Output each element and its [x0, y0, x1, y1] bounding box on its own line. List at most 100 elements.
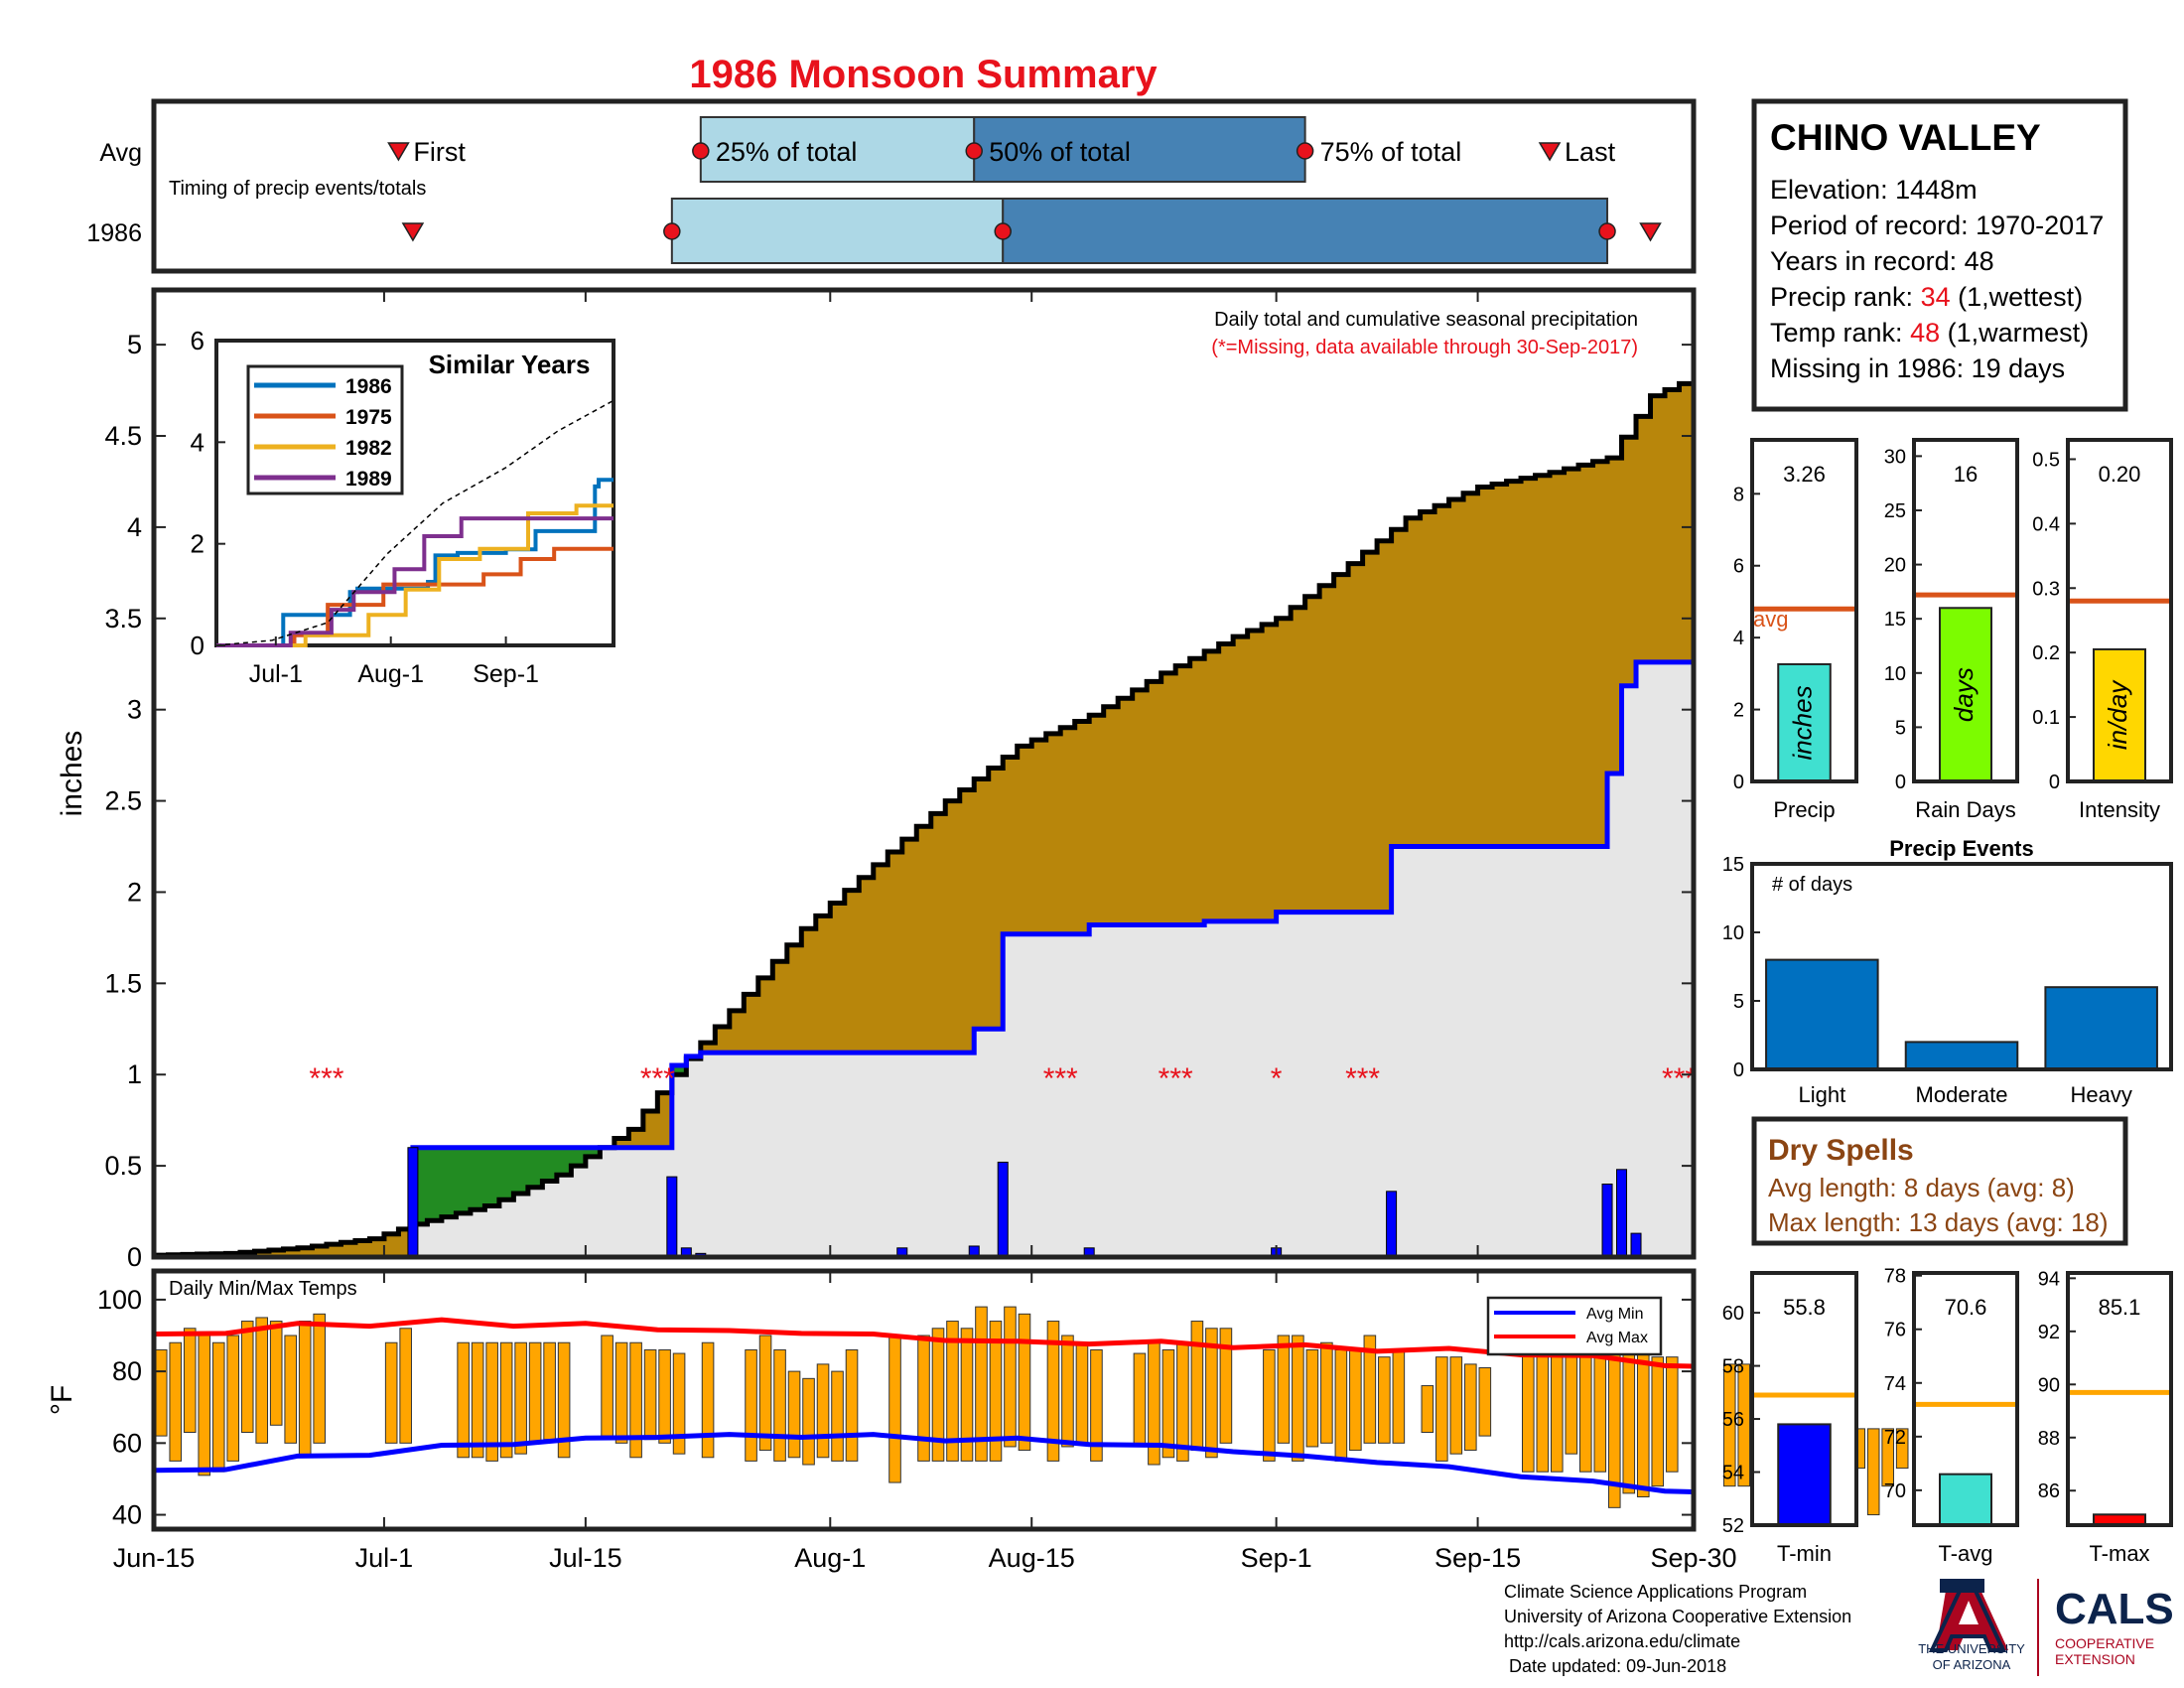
mini-y-tick-label: 88	[2038, 1428, 2060, 1450]
x-tick-label: Sep-30	[1650, 1543, 1736, 1573]
mini-y-tick-label: 76	[1884, 1320, 1906, 1341]
daily-temp-bar	[154, 1348, 168, 1437]
legend-label-avg-min: Avg Min	[1586, 1306, 1644, 1323]
daily-temp-bar	[284, 1335, 298, 1444]
y-axis-label: inches	[56, 731, 88, 817]
event-bar-heavy	[2044, 986, 2158, 1071]
mini-y-tick-label: 56	[1722, 1409, 1744, 1431]
daily-temp-bar	[1392, 1348, 1406, 1444]
mini-xlabel: Precip	[1773, 797, 1835, 822]
daily-temp-bar	[845, 1348, 859, 1462]
daily-temp-bar	[672, 1352, 686, 1455]
legend-label-1986: 1986	[345, 375, 392, 398]
event-bar-moderate	[1904, 1041, 2019, 1071]
y-tick-label: 3	[127, 695, 142, 725]
mini-bar	[1939, 607, 1992, 782]
daily-temp-bar	[1061, 1335, 1074, 1448]
daily-temps-chart: 40 60 80 100 Jun-15 Jul-1 Jul-15 Aug-1 Aug-15 Sep…	[46, 1268, 1967, 1573]
mini-chart-mini-tavg: 70 72 74 76 78 70.6 T-avg	[1884, 1266, 2019, 1566]
footer-line: Date updated: 09-Jun-2018	[1504, 1656, 1726, 1676]
footer-credits: Climate Science Applications Program Uni…	[1504, 1582, 1851, 1676]
daily-temp-bar	[1004, 1306, 1017, 1448]
x-tick-label: Jun-15	[113, 1543, 196, 1573]
main-frame	[151, 287, 1697, 1260]
temp-y-tick-label: 40	[112, 1500, 142, 1530]
station-precip-rank: Precip rank: 34 (1,wettest)	[1770, 282, 2083, 312]
inset-y-tick-label: 4	[191, 427, 205, 457]
inset-y-tick-label: 6	[191, 326, 205, 355]
daily-temp-bar	[601, 1335, 614, 1437]
mini-y-tick-label: 72	[1884, 1427, 1906, 1449]
daily-temp-bar	[643, 1348, 657, 1441]
mini-y-tick-label: 4	[1733, 628, 1744, 649]
y-tick-label: 5	[127, 330, 142, 359]
daily-temp-bar	[1090, 1348, 1103, 1462]
daily-temp-bar	[240, 1321, 254, 1433]
mini-y-tick-label: 0.3	[2032, 578, 2060, 600]
daily-temp-bar	[816, 1363, 830, 1459]
station-elevation: Elevation: 1448m	[1770, 175, 1978, 205]
daily-temp-bar	[1464, 1363, 1477, 1452]
mini-y-tick-label: 10	[1884, 663, 1906, 685]
footer-line: Climate Science Applications Program	[1504, 1582, 1807, 1602]
mini-frame	[2066, 1271, 2173, 1527]
timing-label-p75: 75% of total	[1320, 137, 1462, 167]
mini-xlabel: T-max	[2089, 1541, 2149, 1566]
avg-min-line	[153, 1432, 1695, 1494]
daily-temp-bar	[485, 1341, 498, 1462]
series-line-1975	[216, 546, 614, 647]
daily-precip-bar	[997, 1161, 1009, 1258]
daily-temp-bar	[169, 1341, 183, 1462]
daily-temp-bar	[975, 1306, 988, 1462]
missing-marker: ***	[1345, 1062, 1380, 1095]
temps-frame	[151, 1268, 1697, 1532]
mini-value: 16	[1954, 462, 1978, 487]
mini-bg	[2068, 1273, 2171, 1525]
missing-marker: ***	[640, 1062, 675, 1095]
mini-charts: 0 2 4 6 8 3.26 Precip inches avg 0 5 10 15 20 25 30 16 Ra…	[1722, 438, 2173, 1566]
x-tick-label: Sep-1	[1241, 1543, 1312, 1573]
daily-temp-bar	[1895, 1428, 1909, 1470]
mini-y-tick-label: 2	[1733, 700, 1744, 722]
timing-note: Timing of precip events/totals	[169, 178, 426, 200]
daily-temp-bar	[1866, 1428, 1880, 1516]
daily-temp-bar	[1478, 1367, 1492, 1437]
dry-spells-title: Dry Spells	[1768, 1134, 1914, 1167]
y-tick-label: 2.5	[104, 786, 142, 816]
missing-note: (*=Missing, data available through 30-Se…	[1211, 337, 1638, 358]
avg-max-line	[153, 1317, 1695, 1369]
missing-marker: ***	[1043, 1062, 1078, 1095]
ua-line2: OF ARIZONA	[1933, 1657, 2011, 1672]
daily-temp-bar	[1435, 1356, 1448, 1462]
daily-temp-bar	[298, 1321, 312, 1459]
daily-temp-bar	[1449, 1356, 1463, 1455]
mini-y-tick-label: 25	[1884, 500, 1906, 522]
main-note: Daily total and cumulative seasonal prec…	[1214, 309, 1638, 331]
mini-xlabel: T-min	[1777, 1541, 1832, 1566]
mini-y-tick-label: 90	[2038, 1374, 2060, 1396]
daily-temp-bar	[1018, 1313, 1031, 1452]
year-p75-marker	[1598, 222, 1616, 240]
daily-temp-bar	[499, 1341, 513, 1459]
daily-temp-bar	[1881, 1428, 1894, 1487]
inset-y-tick-label: 2	[191, 529, 205, 559]
mini-frame	[1912, 1271, 2019, 1527]
daily-temp-bar	[399, 1328, 412, 1444]
daily-temp-bar	[1722, 1363, 1736, 1487]
daily-temp-bar	[528, 1341, 542, 1444]
daily-temp-bar	[773, 1348, 786, 1462]
avg-box-25-50	[699, 116, 976, 183]
mini-xlabel: Intensity	[2079, 797, 2160, 822]
mini-y-tick-label: 20	[1884, 555, 1906, 577]
daily-temp-bar	[1522, 1348, 1535, 1473]
footer-line: University of Arizona Cooperative Extens…	[1504, 1607, 1851, 1626]
mini-bar-label: in/day	[2103, 679, 2132, 750]
daily-temp-bar	[1636, 1348, 1650, 1498]
daily-temp-bar	[1205, 1328, 1218, 1459]
daily-temp-bar	[384, 1341, 398, 1444]
daily-temp-bar	[888, 1335, 901, 1483]
x-tick-label: Jul-1	[355, 1543, 414, 1573]
daily-precip-bar	[1630, 1232, 1642, 1258]
avg-p50-marker	[965, 142, 983, 160]
